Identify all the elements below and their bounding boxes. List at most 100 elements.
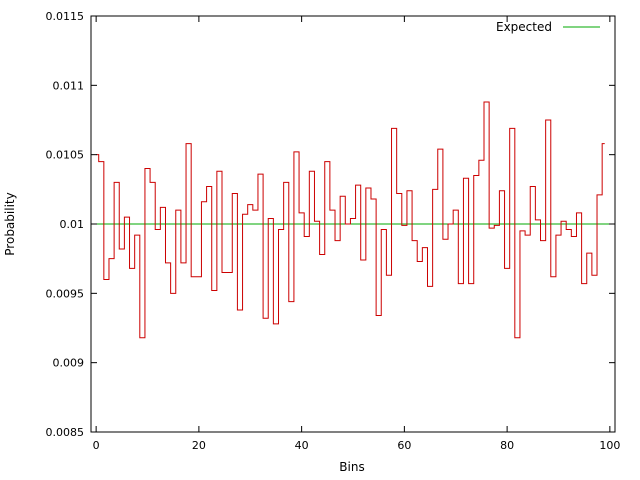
legend-label-expected: Expected bbox=[496, 20, 552, 34]
bin-point bbox=[178, 210, 179, 211]
bin-point bbox=[383, 229, 384, 230]
bin-point bbox=[224, 272, 225, 273]
bin-point bbox=[584, 283, 585, 284]
x-tick-label: 60 bbox=[397, 439, 411, 452]
bin-point bbox=[301, 212, 302, 213]
bin-point bbox=[316, 221, 317, 222]
x-tick-label: 0 bbox=[93, 439, 100, 452]
y-tick-label: 0.0085 bbox=[46, 426, 85, 439]
bin-point bbox=[532, 186, 533, 187]
x-tick-label: 100 bbox=[599, 439, 620, 452]
bin-point bbox=[342, 196, 343, 197]
plot-marks bbox=[91, 101, 615, 339]
bin-point bbox=[116, 182, 117, 183]
bin-point bbox=[445, 239, 446, 240]
bin-point bbox=[137, 234, 138, 235]
bin-point bbox=[568, 229, 569, 230]
bin-point bbox=[337, 240, 338, 241]
bin-point bbox=[373, 198, 374, 199]
bin-point bbox=[250, 204, 251, 205]
bin-point bbox=[173, 293, 174, 294]
bin-point bbox=[563, 221, 564, 222]
bin-point bbox=[404, 225, 405, 226]
bin-point bbox=[419, 261, 420, 262]
bin-point bbox=[229, 272, 230, 273]
y-axis: 0.0085 0.009 0.0095 0.01 0.0105 0.011 0.0115 bbox=[46, 10, 615, 439]
y-tick-label: 0.009 bbox=[53, 357, 85, 370]
bin-point bbox=[188, 143, 189, 144]
bin-point bbox=[209, 186, 210, 187]
bin-point bbox=[101, 161, 102, 162]
bin-point bbox=[465, 178, 466, 179]
y-tick-label: 0.011 bbox=[53, 79, 85, 92]
bin-point bbox=[460, 283, 461, 284]
bin-point bbox=[368, 187, 369, 188]
x-tick-label: 20 bbox=[192, 439, 206, 452]
bin-point bbox=[388, 275, 389, 276]
bin-point bbox=[393, 128, 394, 129]
x-tick-label: 40 bbox=[295, 439, 309, 452]
y-tick-label: 0.0105 bbox=[46, 149, 85, 162]
bin-point bbox=[265, 318, 266, 319]
bin-point bbox=[239, 309, 240, 310]
x-axis-title: Bins bbox=[339, 460, 364, 474]
bin-point bbox=[599, 194, 600, 195]
bin-point bbox=[486, 101, 487, 102]
bin-point bbox=[142, 337, 143, 338]
probability-series-line bbox=[96, 101, 605, 339]
bin-point bbox=[553, 276, 554, 277]
y-axis-title: Probability bbox=[3, 192, 17, 255]
x-tick-label: 80 bbox=[500, 439, 514, 452]
bin-point bbox=[327, 161, 328, 162]
bin-point bbox=[126, 216, 127, 217]
bin-point bbox=[296, 151, 297, 152]
bin-point bbox=[537, 219, 538, 220]
bin-point bbox=[270, 218, 271, 219]
bin-point bbox=[152, 182, 153, 183]
bin-point bbox=[507, 268, 508, 269]
bin-point bbox=[604, 143, 605, 144]
bin-point bbox=[352, 218, 353, 219]
bin-point bbox=[450, 223, 451, 224]
bin-point bbox=[234, 193, 235, 194]
y-tick-label: 0.0115 bbox=[46, 10, 85, 23]
bin-point bbox=[306, 236, 307, 237]
bin-point bbox=[214, 290, 215, 291]
bin-point bbox=[291, 301, 292, 302]
bin-point bbox=[409, 190, 410, 191]
bin-point bbox=[435, 189, 436, 190]
bin-point bbox=[121, 248, 122, 249]
bin-point bbox=[491, 228, 492, 229]
bin-point bbox=[162, 207, 163, 208]
bin-point bbox=[548, 119, 549, 120]
bin-point bbox=[512, 128, 513, 129]
bin-point bbox=[363, 259, 364, 260]
bin-point bbox=[280, 229, 281, 230]
bin-point bbox=[347, 223, 348, 224]
bin-point bbox=[311, 171, 312, 172]
bin-point bbox=[455, 210, 456, 211]
bin-point bbox=[203, 201, 204, 202]
bin-point bbox=[106, 279, 107, 280]
bin-point bbox=[527, 234, 528, 235]
bin-point bbox=[414, 240, 415, 241]
bin-point bbox=[193, 276, 194, 277]
bin-point bbox=[476, 175, 477, 176]
bin-point bbox=[260, 173, 261, 174]
bin-point bbox=[558, 234, 559, 235]
y-tick-label: 0.01 bbox=[60, 218, 85, 231]
bin-point bbox=[542, 240, 543, 241]
bin-point bbox=[594, 275, 595, 276]
legend: Expected bbox=[496, 20, 600, 34]
bin-point bbox=[219, 171, 220, 172]
bin-point bbox=[378, 315, 379, 316]
x-axis: 0 20 40 60 80 100 bbox=[93, 16, 620, 452]
bin-point bbox=[496, 225, 497, 226]
bin-point bbox=[286, 182, 287, 183]
bin-point bbox=[255, 210, 256, 211]
bin-point bbox=[275, 323, 276, 324]
bin-point bbox=[440, 149, 441, 150]
bin-point bbox=[167, 262, 168, 263]
bin-point bbox=[157, 229, 158, 230]
